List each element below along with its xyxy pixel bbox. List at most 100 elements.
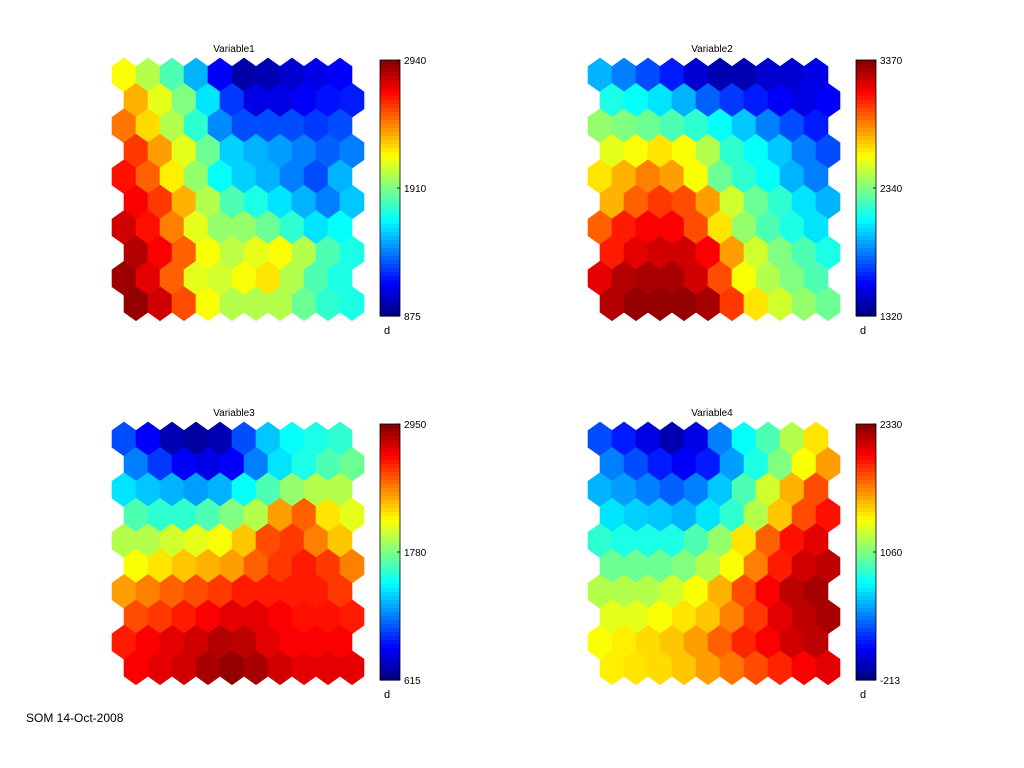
colorbar-segment [380,260,400,265]
colorbar-segment [380,296,400,301]
colorbar-segment [856,208,876,213]
colorbar-segment [380,228,400,233]
colorbar-segment [856,640,876,645]
colorbar-segment [380,476,400,481]
colorbar-segment [380,640,400,645]
colorbar-segment [856,600,876,605]
colorbar-segment [856,564,876,569]
colorbar-segment [380,632,400,637]
colorbar-segment [380,224,400,229]
colorbar-segment [856,296,876,301]
colorbar-segment [856,496,876,501]
colorbar-segment [856,500,876,505]
colorbar-segment [380,676,400,681]
colorbar-segment [380,556,400,561]
colorbar-segment [380,436,400,441]
colorbar-segment [380,540,400,545]
colorbar-segment [856,532,876,537]
colorbar-segment [856,620,876,625]
colorbar-segment [856,164,876,169]
colorbar-segment [380,488,400,493]
colorbar-segment [380,244,400,249]
colorbar-segment [856,144,876,149]
colorbar-segment [380,180,400,185]
colorbar-segment [856,284,876,289]
colorbar-segment [856,672,876,677]
colorbar-segment [380,104,400,109]
colorbar-segment [380,312,400,317]
colorbar-segment [380,644,400,649]
colorbar-segment [380,580,400,585]
colorbar-tick-max: 3370 [880,56,903,67]
colorbar-segment [380,588,400,593]
colorbar-segment [856,452,876,457]
colorbar-segment [856,136,876,141]
colorbar-tick-min: -213 [880,676,900,687]
colorbar-segment [856,308,876,313]
colorbar-segment [856,312,876,317]
colorbar-tick-mid: 2340 [880,184,903,195]
colorbar [379,423,401,681]
hex-map [587,421,841,686]
colorbar-segment [380,624,400,629]
colorbar-segment [380,80,400,85]
colorbar-segment [856,92,876,97]
colorbar-segment [380,468,400,473]
colorbar-segment [380,240,400,245]
colorbar-segment [380,92,400,97]
colorbar-segment [856,572,876,577]
panel-variable1: Variable1 2940 1910 875 d [111,44,427,337]
colorbar-segment [856,220,876,225]
colorbar-segment [380,592,400,597]
colorbar-segment [856,228,876,233]
colorbar-segment [380,168,400,173]
colorbar-segment [380,492,400,497]
colorbar-segment [856,176,876,181]
colorbar-segment [856,436,876,441]
colorbar-segment [856,276,876,281]
colorbar-segment [380,472,400,477]
colorbar-segment [380,520,400,525]
colorbar-segment [380,552,400,557]
colorbar-segment [856,64,876,69]
colorbar-segment [856,304,876,309]
colorbar-segment [380,88,400,93]
colorbar-segment [856,660,876,665]
colorbar-segment [380,304,400,309]
colorbar-segment [856,676,876,681]
colorbar-segment [380,600,400,605]
colorbar-segment [380,160,400,165]
colorbar-segment [380,608,400,613]
colorbar-segment [380,452,400,457]
colorbar-segment [380,108,400,113]
colorbar-segment [380,60,400,65]
colorbar-segment [856,440,876,445]
colorbar-segment [856,192,876,197]
colorbar-segment [856,300,876,305]
colorbar-segment [380,496,400,501]
colorbar-segment [856,292,876,297]
colorbar-segment [856,512,876,517]
colorbar-segment [380,444,400,449]
colorbar-segment [380,516,400,521]
colorbar-segment [380,156,400,161]
colorbar-segment [380,268,400,273]
colorbar-unit-label: d [384,689,390,701]
colorbar-segment [856,616,876,621]
hex-cell [815,650,841,686]
colorbar-segment [380,536,400,541]
colorbar-segment [856,584,876,589]
colorbar-unit-label: d [860,689,866,701]
colorbar-segment [380,560,400,565]
colorbar-segment [856,560,876,565]
colorbar-segment [856,428,876,433]
colorbar-segment [856,160,876,165]
colorbar-segment [856,444,876,449]
colorbar-segment [380,284,400,289]
colorbar-segment [380,144,400,149]
colorbar-unit-label: d [384,325,390,337]
colorbar-segment [856,124,876,129]
colorbar-segment [856,200,876,205]
panel-variable3: Variable3 2950 1780 615 d [111,408,427,701]
